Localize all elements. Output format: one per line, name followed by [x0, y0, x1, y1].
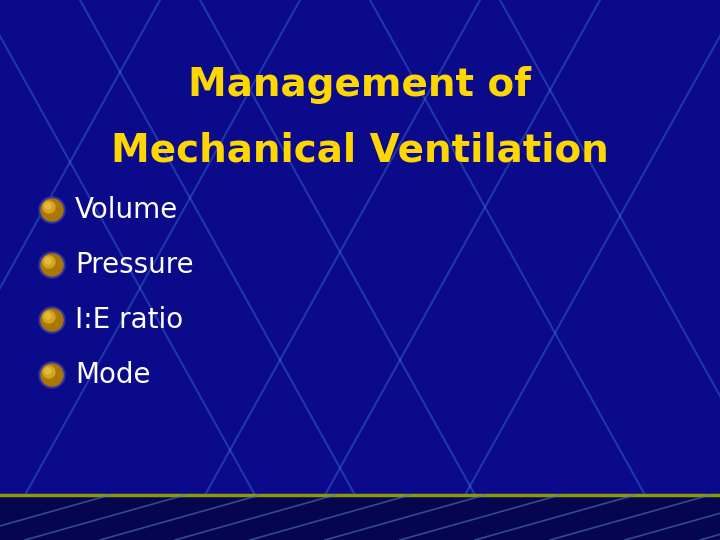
Circle shape [43, 366, 55, 378]
Circle shape [41, 254, 63, 276]
Circle shape [43, 201, 55, 213]
Circle shape [45, 313, 51, 319]
Circle shape [43, 256, 55, 268]
Bar [0, 495, 720, 540]
Circle shape [39, 362, 65, 388]
Text: Mode: Mode [75, 361, 150, 389]
Circle shape [41, 364, 63, 386]
Circle shape [41, 199, 63, 221]
Circle shape [39, 252, 65, 278]
Text: Volume: Volume [75, 196, 179, 224]
Circle shape [45, 203, 51, 209]
Circle shape [39, 307, 65, 333]
Circle shape [39, 197, 65, 223]
Circle shape [41, 309, 63, 331]
Circle shape [43, 311, 55, 323]
Text: Mechanical Ventilation: Mechanical Ventilation [111, 131, 609, 169]
Text: Management of: Management of [189, 66, 531, 104]
Text: I:E ratio: I:E ratio [75, 306, 183, 334]
Circle shape [45, 258, 51, 264]
Text: Pressure: Pressure [75, 251, 194, 279]
Circle shape [45, 368, 51, 374]
